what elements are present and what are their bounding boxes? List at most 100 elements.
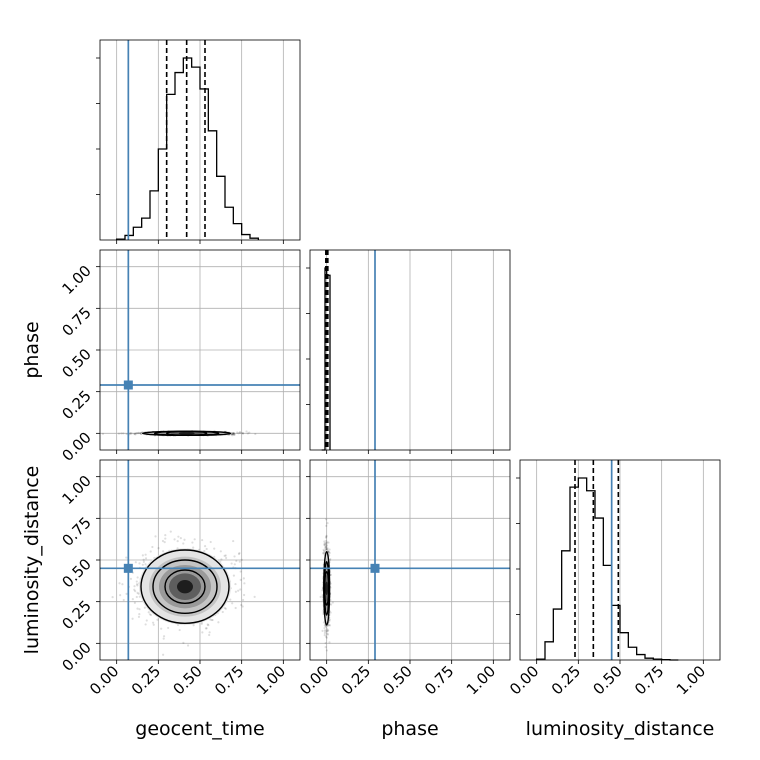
sample-point [325,518,328,521]
sample-point [326,541,329,544]
sample-point [134,432,138,435]
sample-point [327,624,330,627]
sample-point [131,617,134,620]
sample-point [231,433,235,436]
sample-point [323,540,326,543]
sample-point [323,543,326,546]
sample-point [246,432,249,435]
sample-point [119,593,122,597]
x-tick-label: 0.75 [631,662,667,698]
x-tick-label: 1.00 [673,662,709,698]
x-tick-label: 0.25 [338,662,374,698]
histogram-geocent_time [116,57,259,240]
sample-point [324,646,327,649]
sample-point [322,552,325,555]
sample-point [323,626,326,630]
sample-point [125,556,128,559]
sample-point [138,608,141,611]
y-tick-label: 0.75 [58,303,94,339]
sample-point [135,432,138,435]
sample-point [101,432,105,435]
histogram-panel-luminosity_distance: 0.00 0.25 0.50 0.75 1.00 [506,459,721,698]
sample-point [241,432,245,435]
sample-point [238,431,241,434]
sample-point [193,538,196,541]
sample-point [204,627,208,630]
y-tick-label: 0.75 [58,513,94,549]
sample-point [231,602,234,605]
sample-point [325,535,328,538]
sample-point [225,556,228,560]
sample-point [232,574,236,577]
sample-point [129,432,132,436]
sample-point [191,541,194,544]
sample-point [326,633,330,636]
sample-point [233,555,236,558]
sample-point [133,585,136,588]
sample-point [240,432,243,435]
sample-point [152,623,155,626]
panel-border [99,39,301,241]
sample-point [322,548,325,551]
sample-point [144,623,147,626]
sample-point [328,618,331,622]
sample-point [147,611,150,614]
sample-point [208,633,211,637]
sample-point [324,541,327,545]
sample-point [141,563,144,566]
sample-point [135,580,138,583]
sample-point [149,550,152,553]
density-level [177,580,193,594]
sample-point [325,636,328,639]
sample-point [327,629,330,632]
sample-point [321,589,324,592]
sample-point [122,598,125,602]
sample-point [129,577,133,580]
sample-point [135,595,138,599]
sample-point [192,624,195,627]
sample-point [142,558,145,561]
sample-point [323,542,326,545]
sample-point [326,629,329,632]
sample-point [201,631,204,634]
sample-point [239,431,242,434]
sample-point [179,537,182,540]
sample-point [210,618,213,622]
sample-point [232,432,235,435]
sample-point [136,584,139,587]
sample-point [151,621,155,624]
x-tick-label: 0.50 [379,662,415,698]
sample-point [327,550,330,553]
sample-point [253,595,256,598]
sample-point [154,535,157,538]
sample-point [240,558,243,561]
sample-point [326,632,329,635]
sample-point [142,560,145,563]
sample-point [324,545,328,548]
sample-point [136,591,139,594]
density-level [178,431,195,435]
sample-point [183,538,186,541]
sample-point [232,433,235,436]
y-tick-label: 0.50 [58,555,94,591]
sample-point [221,610,224,614]
contour-line [323,570,330,606]
sample-point [324,641,327,645]
sample-point [322,621,326,624]
sample-point [164,537,167,540]
sample-point [137,592,140,595]
sample-point [230,433,233,436]
sample-point [224,554,227,557]
panel-border [519,459,721,661]
sample-point [240,603,243,607]
sample-point [331,601,334,604]
density-level [325,581,329,595]
sample-point [229,598,232,601]
sample-point [230,562,233,565]
y-tick-label: 1.00 [58,472,94,508]
sample-point [162,550,165,553]
sample-point [157,546,160,550]
y-axis-label-phase: phase [21,321,43,378]
sample-point [220,558,223,561]
